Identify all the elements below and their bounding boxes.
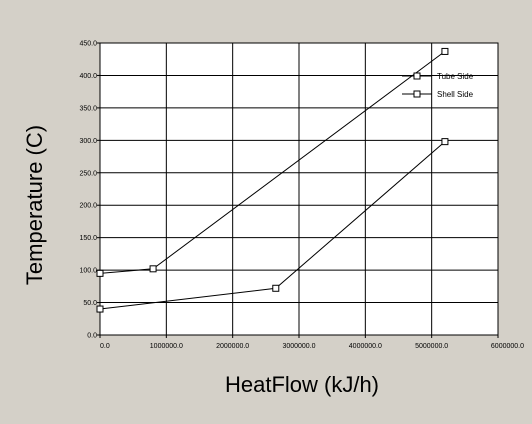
data-point-shell-side xyxy=(149,265,157,273)
y-tick-label: 300.0 xyxy=(79,138,97,145)
y-tick-label: 350.0 xyxy=(79,105,97,112)
y-axis-label: Temperature (C) xyxy=(22,125,47,285)
grid-lines xyxy=(100,43,498,335)
y-tick-label: 100.0 xyxy=(79,268,97,275)
legend-marker-tube-side xyxy=(413,72,421,80)
x-axis-ticks: 0.0 1000000.0 2000000.0 3000000.0 4000000.0 5… xyxy=(99,335,524,350)
data-point-shell-side xyxy=(441,47,449,55)
data-point-shell-side xyxy=(96,269,104,277)
y-tick-label: 250.0 xyxy=(79,170,97,177)
data-point-tube-side xyxy=(96,305,104,313)
x-tick-label: 4000000.0 xyxy=(349,343,382,350)
data-point-tube-side xyxy=(272,284,280,292)
y-tick-label: 200.0 xyxy=(79,203,97,210)
legend-label-shell-side: Shell Side xyxy=(437,90,474,99)
x-tick-label: 0.0 xyxy=(100,343,110,350)
data-point-tube-side xyxy=(441,138,449,146)
y-tick-label: 50.0 xyxy=(83,300,97,307)
x-tick-label: 5000000.0 xyxy=(415,343,448,350)
y-tick-label: 0.0 xyxy=(87,333,97,340)
x-tick-label: 6000000.0 xyxy=(491,343,524,350)
x-axis-label: HeatFlow (kJ/h) xyxy=(225,372,379,397)
x-tick-label: 3000000.0 xyxy=(282,343,315,350)
legend-label-tube-side: Tube Side xyxy=(437,72,474,81)
series-layer xyxy=(96,47,449,313)
legend: Tube Side Shell Side xyxy=(402,72,474,99)
legend-marker-shell-side xyxy=(413,90,421,98)
x-tick-label: 1000000.0 xyxy=(150,343,183,350)
y-axis-ticks: 0.0 50.0 100.0 150.0 200.0 250.0 300.0 350.0 400… xyxy=(79,41,100,340)
x-tick-label: 2000000.0 xyxy=(216,343,249,350)
y-tick-label: 400.0 xyxy=(79,73,97,80)
y-tick-label: 450.0 xyxy=(79,41,97,48)
y-tick-label: 150.0 xyxy=(79,235,97,242)
